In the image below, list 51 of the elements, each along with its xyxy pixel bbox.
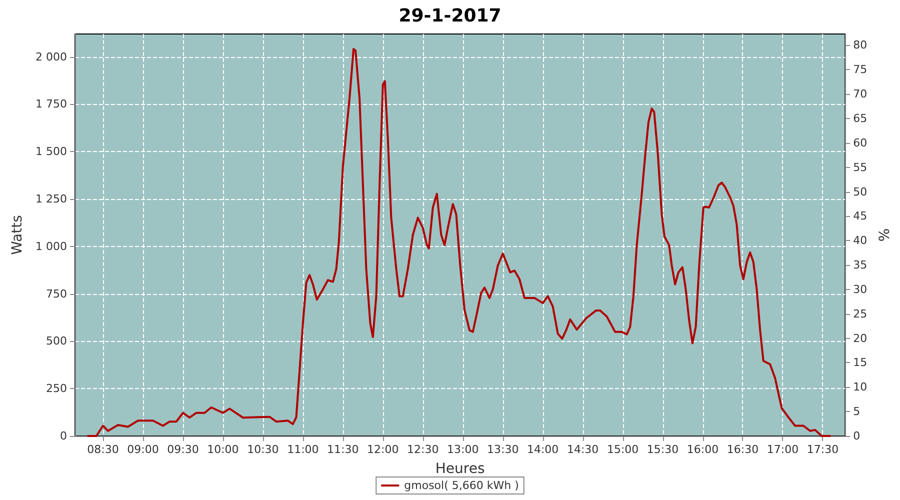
x-tick-label: 14:00 bbox=[526, 443, 559, 456]
y-tick-label: 500 bbox=[46, 334, 67, 348]
y2-tick-label: 30 bbox=[853, 282, 868, 296]
chart-title: 29-1-2017 bbox=[398, 6, 502, 26]
y2-axis-title: % bbox=[877, 228, 893, 242]
y2-tick-label: 25 bbox=[853, 307, 868, 320]
y-tick-label: 1 750 bbox=[36, 98, 67, 111]
x-axis-title: Heures bbox=[435, 461, 485, 477]
x-tick-label: 16:30 bbox=[726, 443, 759, 456]
x-tick-label: 15:30 bbox=[646, 443, 679, 456]
y2-tick-label: 40 bbox=[853, 234, 868, 248]
x-tick-label: 10:00 bbox=[207, 443, 239, 456]
y2-tick-label: 35 bbox=[853, 258, 868, 272]
y2-tick-label: 80 bbox=[853, 38, 868, 52]
y2-tick-label: 10 bbox=[853, 380, 868, 394]
y-tick-label: 1 500 bbox=[36, 145, 67, 158]
x-tick-label: 13:30 bbox=[486, 443, 519, 456]
x-tick-label: 17:00 bbox=[766, 443, 799, 456]
x-tick-label: 14:30 bbox=[566, 443, 599, 456]
x-tick-label: 09:00 bbox=[127, 443, 159, 456]
x-tick-label: 11:00 bbox=[287, 443, 319, 456]
x-tick-label: 09:30 bbox=[167, 443, 199, 456]
y2-tick-label: 70 bbox=[853, 88, 868, 101]
x-tick-label: 12:00 bbox=[367, 443, 399, 456]
y2-tick-label: 45 bbox=[853, 210, 868, 223]
x-tick-label: 12:30 bbox=[407, 443, 439, 456]
legend-label: gmosol( 5,660 kWh ) bbox=[404, 479, 519, 492]
x-tick-label: 10:30 bbox=[247, 443, 279, 456]
y2-tick-label: 75 bbox=[853, 63, 868, 76]
y2-tick-label: 50 bbox=[853, 185, 868, 198]
y-axis-title: Watts bbox=[10, 215, 26, 255]
x-tick-label: 17:30 bbox=[806, 443, 839, 456]
x-tick-label: 13:00 bbox=[447, 443, 479, 456]
y-tick-label: 250 bbox=[46, 382, 67, 396]
y-tick-label: 1 000 bbox=[36, 240, 67, 253]
y2-tick-label: 65 bbox=[853, 112, 868, 126]
y2-tick-label: 55 bbox=[853, 160, 868, 174]
line-series bbox=[86, 48, 832, 437]
y-tick-label: 0 bbox=[60, 430, 67, 442]
y-tick-label: 750 bbox=[46, 287, 67, 300]
y2-tick-label: 60 bbox=[853, 136, 868, 150]
x-tick-label: 08:30 bbox=[87, 443, 119, 456]
y2-tick-label: 20 bbox=[853, 332, 868, 345]
y2-tick-label: 5 bbox=[853, 405, 860, 418]
y-tick-label: 2 000 bbox=[36, 50, 67, 64]
x-tick-label: 11:30 bbox=[327, 443, 359, 456]
y2-tick-label: 0 bbox=[853, 430, 860, 442]
x-tick-label: 15:00 bbox=[606, 443, 639, 456]
x-tick-label: 16:00 bbox=[686, 443, 719, 456]
y-tick-label: 1 250 bbox=[36, 192, 67, 206]
y2-tick-label: 15 bbox=[853, 356, 868, 370]
